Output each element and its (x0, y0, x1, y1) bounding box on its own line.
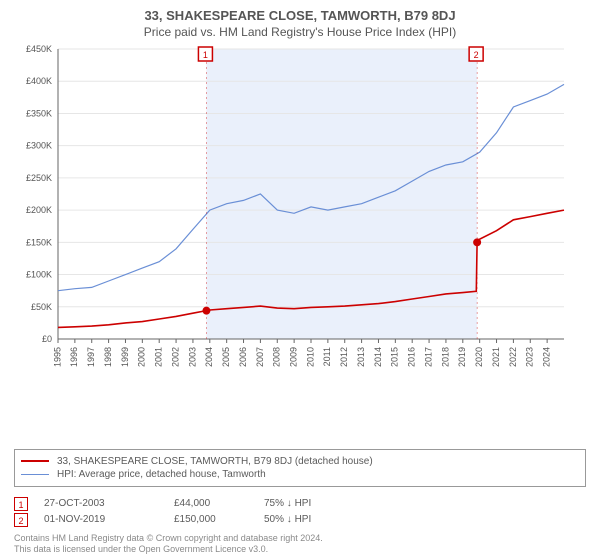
svg-text:£0: £0 (42, 334, 52, 344)
chart-area: £0 £50K £100K £150K £200K £250K £300K £350K £400… (10, 45, 590, 445)
marker-delta: 50% ↓ HPI (264, 514, 384, 525)
svg-text:2012: 2012 (339, 347, 349, 367)
svg-text:2019: 2019 (457, 347, 467, 367)
page-subtitle: Price paid vs. HM Land Registry's House … (10, 25, 590, 39)
marker-delta: 75% ↓ HPI (264, 498, 384, 509)
legend-label: HPI: Average price, detached house, Tamw… (57, 469, 266, 480)
legend-item: HPI: Average price, detached house, Tamw… (21, 469, 579, 480)
legend-swatch (21, 460, 49, 462)
svg-text:£250K: £250K (26, 173, 52, 183)
marker-price: £150,000 (174, 514, 264, 525)
svg-text:2003: 2003 (187, 347, 197, 367)
svg-text:2010: 2010 (305, 347, 315, 367)
svg-text:£150K: £150K (26, 237, 52, 247)
markers-table: 1 27-OCT-2003 £44,000 75% ↓ HPI 2 01-NOV… (14, 495, 586, 529)
legend-swatch (21, 474, 49, 475)
svg-text:2013: 2013 (356, 347, 366, 367)
svg-text:2001: 2001 (154, 347, 164, 367)
marker-number: 2 (14, 513, 28, 527)
legend: 33, SHAKESPEARE CLOSE, TAMWORTH, B79 8DJ… (14, 449, 586, 487)
legend-item: 33, SHAKESPEARE CLOSE, TAMWORTH, B79 8DJ… (21, 456, 579, 467)
svg-text:£450K: £450K (26, 45, 52, 54)
svg-text:2024: 2024 (542, 347, 552, 367)
svg-text:2004: 2004 (204, 347, 214, 367)
svg-text:2: 2 (474, 50, 479, 60)
marker-number: 1 (14, 497, 28, 511)
svg-text:£200K: £200K (26, 205, 52, 215)
svg-text:2023: 2023 (525, 347, 535, 367)
svg-text:2002: 2002 (170, 347, 180, 367)
footer-line: Contains HM Land Registry data © Crown c… (14, 533, 586, 545)
svg-text:£100K: £100K (26, 270, 52, 280)
svg-text:2018: 2018 (440, 347, 450, 367)
marker-date: 27-OCT-2003 (44, 498, 174, 509)
svg-text:2017: 2017 (423, 347, 433, 367)
svg-text:2011: 2011 (322, 347, 332, 366)
svg-text:£300K: £300K (26, 141, 52, 151)
svg-text:2022: 2022 (508, 347, 518, 367)
svg-text:£50K: £50K (31, 302, 52, 312)
svg-text:2014: 2014 (373, 347, 383, 367)
marker-date: 01-NOV-2019 (44, 514, 174, 525)
svg-text:2020: 2020 (474, 347, 484, 367)
svg-text:2021: 2021 (491, 347, 501, 367)
svg-text:2009: 2009 (289, 347, 299, 367)
svg-text:2016: 2016 (407, 347, 417, 367)
svg-text:2015: 2015 (390, 347, 400, 367)
marker-row: 2 01-NOV-2019 £150,000 50% ↓ HPI (14, 513, 586, 527)
footer: Contains HM Land Registry data © Crown c… (14, 533, 586, 556)
marker-price: £44,000 (174, 498, 264, 509)
footer-line: This data is licensed under the Open Gov… (14, 544, 586, 556)
svg-text:2008: 2008 (272, 347, 282, 367)
line-chart: £0 £50K £100K £150K £200K £250K £300K £350K £400… (10, 45, 570, 375)
svg-text:1997: 1997 (86, 347, 96, 367)
svg-text:2006: 2006 (238, 347, 248, 367)
svg-text:1995: 1995 (52, 347, 62, 367)
svg-text:£400K: £400K (26, 76, 52, 86)
svg-text:1: 1 (203, 50, 208, 60)
svg-text:1999: 1999 (120, 347, 130, 367)
svg-text:2005: 2005 (221, 347, 231, 367)
svg-text:1998: 1998 (103, 347, 113, 367)
page-title: 33, SHAKESPEARE CLOSE, TAMWORTH, B79 8DJ (10, 8, 590, 23)
marker-row: 1 27-OCT-2003 £44,000 75% ↓ HPI (14, 497, 586, 511)
svg-text:2007: 2007 (255, 347, 265, 367)
legend-label: 33, SHAKESPEARE CLOSE, TAMWORTH, B79 8DJ… (57, 456, 373, 467)
svg-text:£350K: £350K (26, 108, 52, 118)
svg-text:1996: 1996 (69, 347, 79, 367)
svg-text:2000: 2000 (137, 347, 147, 367)
